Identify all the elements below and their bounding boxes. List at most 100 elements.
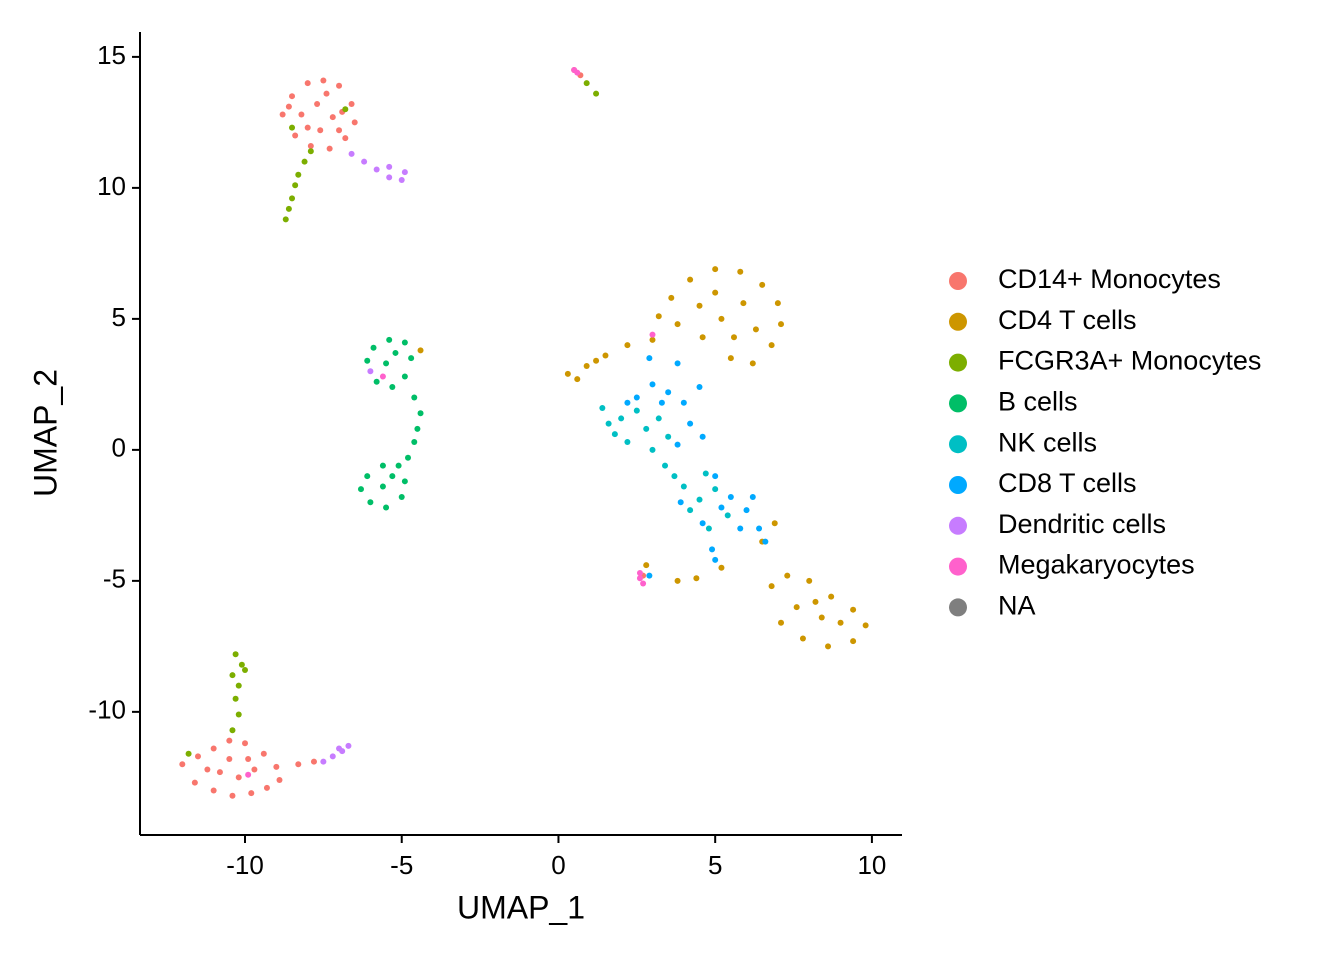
point xyxy=(351,119,358,126)
point xyxy=(712,473,719,480)
point xyxy=(727,494,734,501)
point xyxy=(295,171,302,178)
point xyxy=(768,583,775,590)
y-tick-label: 10 xyxy=(97,171,126,201)
legend-marker xyxy=(949,353,967,372)
point xyxy=(263,784,270,791)
point xyxy=(749,360,756,367)
y-tick-label: 5 xyxy=(112,302,126,332)
point xyxy=(696,496,703,503)
point xyxy=(179,761,186,768)
point xyxy=(655,415,662,422)
point xyxy=(727,355,734,362)
point xyxy=(712,486,719,493)
point xyxy=(671,473,678,480)
point xyxy=(771,520,778,527)
point xyxy=(405,454,412,461)
point xyxy=(574,69,581,76)
point xyxy=(398,494,405,501)
point xyxy=(329,114,336,121)
point xyxy=(342,135,349,142)
point xyxy=(336,745,343,752)
point xyxy=(348,101,355,108)
point xyxy=(605,420,612,427)
point xyxy=(411,394,418,401)
point xyxy=(229,792,236,799)
point xyxy=(749,494,756,501)
point xyxy=(712,289,719,296)
point xyxy=(342,106,349,113)
point xyxy=(317,127,324,134)
point xyxy=(646,572,653,579)
point xyxy=(655,313,662,320)
point xyxy=(245,771,252,778)
point xyxy=(279,111,286,118)
legend-label: FCGR3A+ Monocytes xyxy=(998,346,1261,376)
point xyxy=(633,407,640,414)
point xyxy=(624,342,631,349)
point xyxy=(718,564,725,571)
y-tick-label: 0 xyxy=(112,433,126,463)
point xyxy=(862,622,869,629)
point xyxy=(389,383,396,390)
legend-label: CD4 T cells xyxy=(998,305,1137,335)
point xyxy=(737,268,744,275)
point xyxy=(583,80,590,87)
point xyxy=(373,378,380,385)
point xyxy=(699,433,706,440)
point xyxy=(235,711,242,718)
point xyxy=(718,504,725,511)
point xyxy=(314,101,321,108)
point xyxy=(210,787,217,794)
point xyxy=(398,177,405,184)
point xyxy=(323,90,330,97)
point xyxy=(799,635,806,642)
point xyxy=(709,546,716,553)
point xyxy=(386,336,393,343)
point xyxy=(759,281,766,288)
x-axis-title: UMAP_1 xyxy=(457,889,585,925)
point xyxy=(712,266,719,273)
point xyxy=(408,355,415,362)
y-axis-title: UMAP_2 xyxy=(27,369,63,497)
point xyxy=(602,352,609,359)
point xyxy=(251,766,258,773)
point xyxy=(364,473,371,480)
point xyxy=(348,150,355,157)
point xyxy=(320,758,327,765)
point xyxy=(740,300,747,307)
point xyxy=(762,538,769,545)
point xyxy=(367,499,374,506)
point xyxy=(574,376,581,383)
point xyxy=(593,90,600,97)
point xyxy=(320,77,327,84)
point xyxy=(357,486,364,493)
point xyxy=(649,381,656,388)
point xyxy=(702,470,709,477)
legend-marker xyxy=(949,557,967,576)
point xyxy=(633,394,640,401)
point xyxy=(301,158,308,165)
point xyxy=(674,577,681,584)
point xyxy=(401,169,408,176)
point xyxy=(784,572,791,579)
legend-marker xyxy=(949,598,967,617)
point xyxy=(292,182,299,189)
point xyxy=(674,360,681,367)
point xyxy=(643,425,650,432)
point xyxy=(674,441,681,448)
point xyxy=(232,651,239,658)
point xyxy=(850,638,857,645)
point xyxy=(242,740,249,747)
point xyxy=(216,769,223,776)
x-tick-label: -10 xyxy=(226,850,264,880)
point xyxy=(401,478,408,485)
point xyxy=(662,462,669,469)
point xyxy=(210,745,217,752)
x-tick-label: 10 xyxy=(857,850,886,880)
legend-label: Dendritic cells xyxy=(998,509,1166,539)
point xyxy=(386,174,393,181)
point xyxy=(345,742,352,749)
y-tick-label: -5 xyxy=(103,564,126,594)
